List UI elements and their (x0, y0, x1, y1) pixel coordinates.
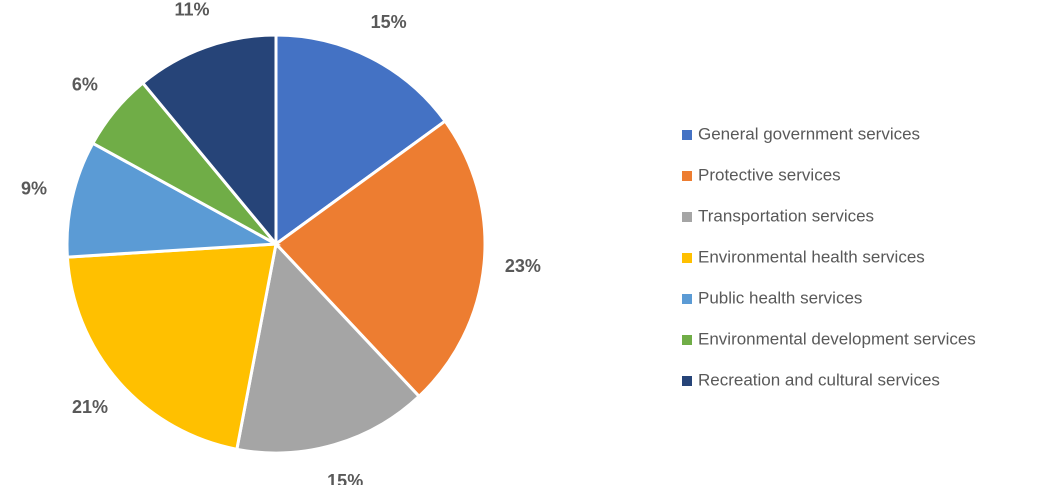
data-label: 11% (174, 0, 209, 19)
legend-swatch (682, 335, 692, 345)
legend-swatch (682, 253, 692, 263)
legend-label: General government services (698, 124, 920, 143)
pie-slice (235, 240, 422, 455)
data-label: 9% (21, 179, 47, 199)
pie-slice (65, 141, 282, 259)
data-label: 6% (72, 75, 98, 95)
legend-label: Environmental health services (698, 247, 925, 266)
legend-label: Public health services (698, 288, 862, 307)
pie-slice (273, 119, 487, 399)
legend-label: Environmental development services (698, 329, 976, 348)
pie-slice (140, 33, 278, 249)
legend-swatch (682, 212, 692, 222)
legend-swatch (682, 171, 692, 181)
legend-swatch (682, 376, 692, 386)
data-label: 15% (371, 12, 407, 32)
data-label: 21% (72, 397, 108, 417)
legend-label: Protective services (698, 165, 841, 184)
pie-slice (274, 33, 448, 247)
data-label: 15% (327, 471, 363, 485)
legend-label: Transportation services (698, 206, 874, 225)
pie-slice (65, 242, 278, 452)
data-label: 23% (505, 256, 541, 276)
legend-label: Recreation and cultural services (698, 370, 940, 389)
legend-swatch (682, 294, 692, 304)
legend-swatch (682, 130, 692, 140)
